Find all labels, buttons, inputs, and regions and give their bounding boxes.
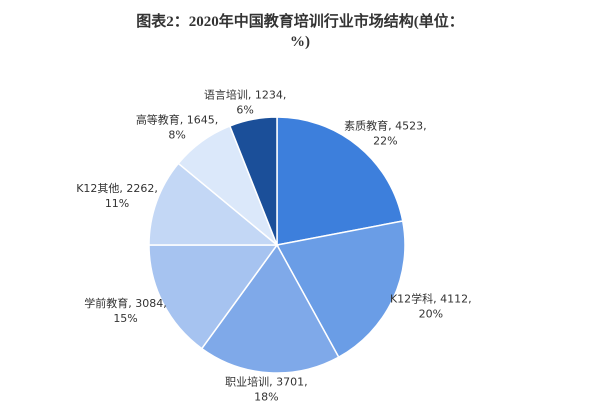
data-label: 素质教育, 4523,: [344, 118, 426, 132]
pie-slice: [228, 116, 278, 246]
pie-slice: [148, 162, 280, 246]
data-label: 18%: [254, 391, 278, 404]
data-label: 6%: [236, 104, 253, 117]
data-label: K12其他, 2262,: [76, 182, 158, 195]
data-label: 8%: [168, 129, 185, 142]
pie-slice: [275, 220, 406, 359]
pie-slice: [276, 116, 404, 246]
data-label: 20%: [419, 308, 443, 321]
title-box: 图表2：2020年中国教育培训行业市场结构(单位：%): [0, 12, 600, 52]
data-label: 语言培训, 1234,: [204, 88, 286, 102]
data-label: 11%: [105, 197, 129, 210]
data-label: K12学科, 4112,: [390, 292, 472, 306]
chart-title: 图表2：2020年中国教育培训行业市场结构(单位：%): [136, 14, 464, 50]
data-label: 高等教育, 1645,: [136, 113, 218, 127]
pie-slice: [148, 244, 279, 350]
pie-slice: [200, 243, 340, 374]
data-label: 22%: [373, 134, 397, 147]
data-label: 学前教育, 3084,: [84, 296, 166, 310]
data-label: 职业培训, 3701,: [225, 375, 307, 389]
data-label: 15%: [113, 312, 137, 325]
